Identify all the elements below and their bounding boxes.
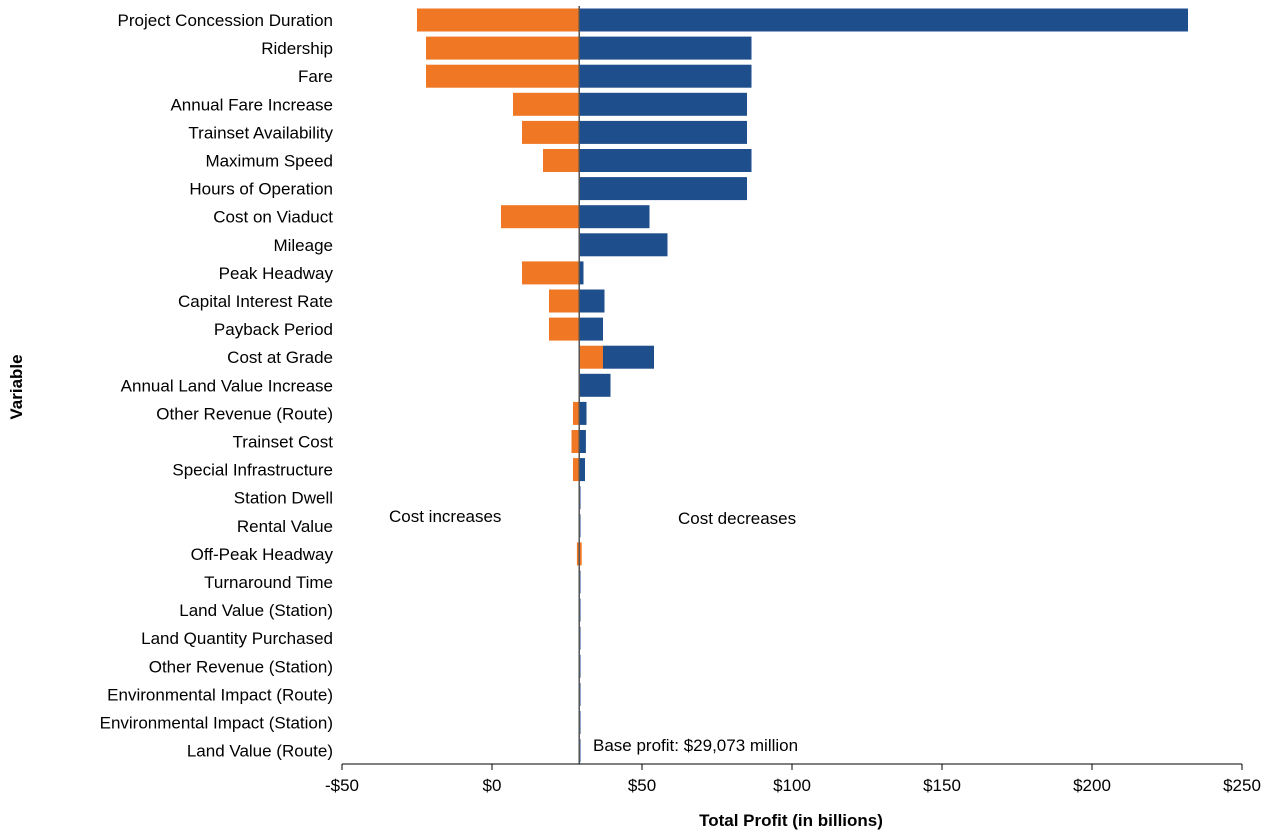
category-label: Other Revenue (Route) xyxy=(156,404,333,423)
bar-cost-increase xyxy=(543,149,580,172)
category-label: Environmental Impact (Route) xyxy=(107,685,333,704)
bar-cost-decrease xyxy=(579,430,586,453)
category-label: Environmental Impact (Station) xyxy=(100,714,333,733)
category-label: Capital Interest Rate xyxy=(178,292,333,311)
category-label: Rental Value xyxy=(237,517,333,536)
x-axis: -$50 $0 $50 $100 $150 $200 $250 xyxy=(325,763,1261,795)
bar-cost-decrease xyxy=(579,261,584,285)
bar-cost-decrease xyxy=(579,177,747,201)
x-tick-label: $0 xyxy=(483,776,502,795)
x-tick-label: $100 xyxy=(773,776,811,795)
annotation-base-profit: Base profit: $29,073 million xyxy=(593,736,798,755)
bar-cost-increase xyxy=(579,345,603,369)
bar-cost-decrease xyxy=(579,205,650,229)
category-label: Cost at Grade xyxy=(227,348,333,367)
bar-cost-decrease xyxy=(579,289,605,313)
category-label: Fare xyxy=(298,67,333,86)
x-tick-label: $50 xyxy=(628,776,656,795)
bar-cost-decrease xyxy=(579,401,587,425)
category-label: Other Revenue (Station) xyxy=(149,657,333,676)
category-label: Trainset Cost xyxy=(233,433,334,452)
bar-cost-increase xyxy=(522,261,580,285)
category-label: Special Infrastructure xyxy=(172,461,333,480)
bar-cost-increase xyxy=(549,317,580,341)
annotation-cost-increases: Cost increases xyxy=(389,507,501,526)
bar-cost-decrease xyxy=(579,36,752,60)
bar-cost-increase xyxy=(573,458,580,482)
bar-cost-increase xyxy=(549,289,580,313)
category-label: Maximum Speed xyxy=(205,152,333,171)
x-tick-label: $250 xyxy=(1223,776,1261,795)
bar-cost-decrease xyxy=(579,8,1188,32)
category-label: Mileage xyxy=(273,236,333,255)
bar-cost-decrease xyxy=(579,64,752,88)
category-label: Hours of Operation xyxy=(189,180,333,199)
y-axis-title: Variable xyxy=(7,354,26,419)
bar-cost-increase xyxy=(522,120,580,144)
category-label: Peak Headway xyxy=(219,264,334,283)
category-label: Off-Peak Headway xyxy=(191,545,334,564)
bar-cost-increase xyxy=(573,401,580,425)
bar-cost-decrease xyxy=(579,120,747,144)
bar-cost-decrease xyxy=(603,345,654,369)
category-label: Annual Land Value Increase xyxy=(121,376,333,395)
category-label: Annual Fare Increase xyxy=(170,95,333,114)
bars-layer xyxy=(417,8,1188,763)
x-axis-title: Total Profit (in billions) xyxy=(699,811,883,830)
x-tick-label: -$50 xyxy=(325,776,359,795)
bar-cost-decrease xyxy=(579,149,752,172)
bar-cost-decrease xyxy=(579,458,585,482)
bar-cost-increase xyxy=(417,8,580,32)
category-label: Project Concession Duration xyxy=(118,11,333,30)
bar-cost-increase xyxy=(501,205,580,229)
x-tick-label: $200 xyxy=(1073,776,1111,795)
category-label: Land Quantity Purchased xyxy=(141,629,333,648)
bar-cost-decrease xyxy=(579,317,603,341)
category-labels: Project Concession Duration Ridership Fare… xyxy=(100,11,334,761)
bar-cost-decrease xyxy=(579,373,611,397)
bar-cost-decrease xyxy=(579,92,747,116)
category-label: Trainset Availability xyxy=(188,123,333,142)
category-label: Ridership xyxy=(261,39,333,58)
category-label: Turnaround Time xyxy=(204,573,333,592)
category-label: Payback Period xyxy=(214,320,333,339)
bar-cost-increase xyxy=(513,92,580,116)
category-label: Land Value (Route) xyxy=(187,742,333,761)
x-tick-label: $150 xyxy=(923,776,961,795)
annotation-cost-decreases: Cost decreases xyxy=(678,509,796,528)
bar-cost-increase xyxy=(426,64,580,88)
bar-cost-increase xyxy=(426,36,580,60)
category-label: Station Dwell xyxy=(234,489,333,508)
bar-cost-increase xyxy=(571,430,580,453)
category-label: Land Value (Station) xyxy=(179,601,333,620)
category-label: Cost on Viaduct xyxy=(213,208,333,227)
bar-cost-decrease xyxy=(579,233,668,257)
